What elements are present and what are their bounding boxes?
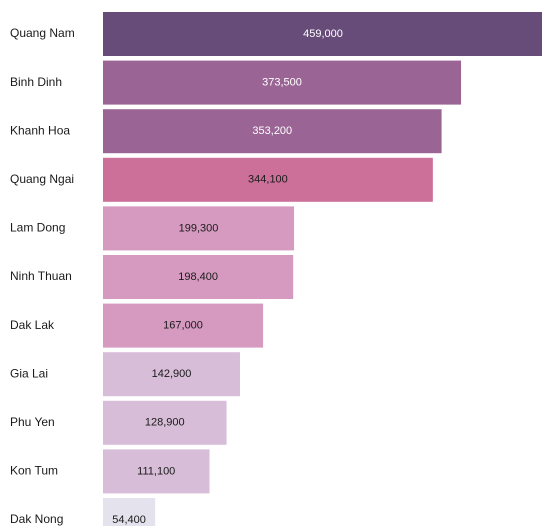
category-label: Ninh Thuan: [10, 269, 72, 283]
data-label: 54,400: [112, 514, 146, 526]
data-label: 128,900: [145, 417, 185, 429]
bar: [103, 303, 264, 348]
data-label: 199,300: [179, 222, 219, 234]
bar: [103, 449, 210, 494]
data-label: 459,000: [303, 28, 343, 40]
category-label: Dak Nong: [10, 512, 63, 526]
data-label: 111,100: [137, 465, 175, 477]
category-label: Lam Dong: [10, 221, 65, 235]
bar: [103, 60, 462, 105]
category-label: Quang Ngai: [10, 172, 74, 186]
bar: [103, 206, 295, 251]
data-label: 142,900: [152, 368, 192, 380]
category-label: Gia Lai: [10, 366, 48, 380]
category-label: Quang Nam: [10, 26, 75, 40]
bars: [103, 12, 542, 526]
value-labels: 459,000 373,500 353,200 344,100 199,300 198,4…: [112, 28, 343, 526]
bar: [103, 498, 156, 526]
data-label: 353,200: [252, 125, 292, 137]
category-label: Khanh Hoa: [10, 123, 70, 137]
bar: [103, 400, 227, 445]
category-label: Binh Dinh: [10, 75, 62, 89]
category-label: Dak Lak: [10, 318, 55, 332]
category-label: Phu Yen: [10, 415, 55, 429]
data-label: 167,000: [163, 320, 203, 332]
data-label: 344,100: [248, 174, 288, 186]
bar: [103, 109, 442, 154]
bar: [103, 157, 433, 202]
bar: [103, 352, 240, 397]
data-label: 373,500: [262, 77, 302, 89]
bar: [103, 12, 542, 56]
category-label: Kon Tum: [10, 464, 58, 478]
bar: [103, 255, 294, 299]
data-label: 198,400: [178, 271, 218, 283]
category-labels: Quang Nam Binh Dinh Khanh Hoa Quang Ngai Lam…: [10, 26, 75, 526]
